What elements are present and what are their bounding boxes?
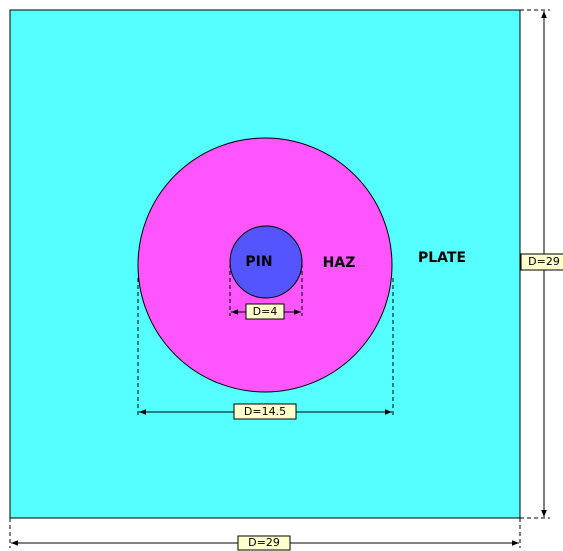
plate-label: PLATE	[418, 250, 466, 266]
pin-circle	[229, 225, 303, 299]
plate-height-dimension: D=29	[520, 9, 563, 519]
plate-width-dimension: D=29	[9, 518, 521, 551]
dimension-label: D=29	[528, 255, 560, 268]
pin-label: PIN	[245, 254, 272, 270]
dimension-label: D=14.5	[244, 405, 286, 418]
haz-dimension: D=14.5	[137, 278, 394, 420]
pin-dimension: D=4	[229, 264, 303, 320]
dimension-label: D=29	[248, 536, 280, 549]
haz-label: HAZ	[323, 255, 356, 271]
dimension-label: D=4	[253, 305, 278, 318]
